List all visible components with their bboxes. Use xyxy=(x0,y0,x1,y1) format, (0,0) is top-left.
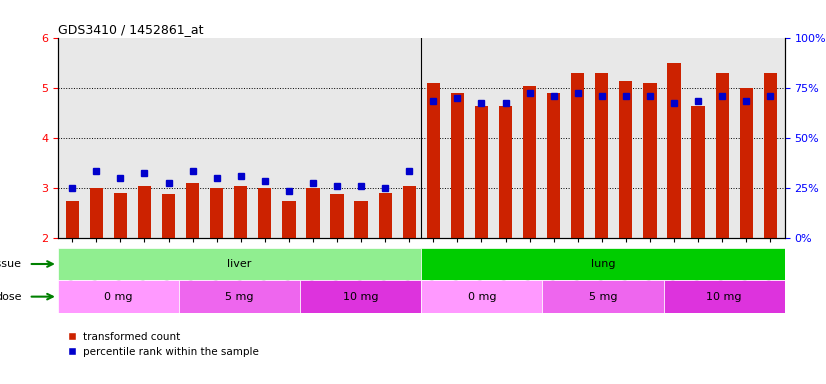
Bar xyxy=(427,83,440,238)
Bar xyxy=(210,188,223,238)
Bar xyxy=(114,193,127,238)
Text: 0 mg: 0 mg xyxy=(104,291,133,302)
FancyBboxPatch shape xyxy=(543,280,663,313)
Text: liver: liver xyxy=(227,259,252,269)
Bar xyxy=(547,93,560,238)
Bar xyxy=(186,183,199,238)
Bar xyxy=(475,106,488,238)
FancyBboxPatch shape xyxy=(421,248,785,280)
Bar xyxy=(643,83,657,238)
FancyBboxPatch shape xyxy=(179,280,300,313)
Text: 5 mg: 5 mg xyxy=(589,291,617,302)
Bar xyxy=(620,81,633,238)
Bar xyxy=(402,186,415,238)
Bar xyxy=(306,188,320,238)
Text: 5 mg: 5 mg xyxy=(225,291,254,302)
Text: 0 mg: 0 mg xyxy=(468,291,496,302)
Text: dose: dose xyxy=(0,291,21,302)
FancyBboxPatch shape xyxy=(663,280,785,313)
Bar xyxy=(65,200,78,238)
Text: 10 mg: 10 mg xyxy=(343,291,378,302)
Legend: transformed count, percentile rank within the sample: transformed count, percentile rank withi… xyxy=(63,328,263,361)
Text: 10 mg: 10 mg xyxy=(706,291,742,302)
Bar xyxy=(523,86,536,238)
FancyBboxPatch shape xyxy=(58,248,421,280)
FancyBboxPatch shape xyxy=(300,280,421,313)
Text: lung: lung xyxy=(591,259,615,269)
Bar xyxy=(596,73,609,238)
Bar xyxy=(330,194,344,238)
Bar xyxy=(234,186,247,238)
Bar xyxy=(162,194,175,238)
Bar xyxy=(451,93,464,238)
Text: GDS3410 / 1452861_at: GDS3410 / 1452861_at xyxy=(58,23,203,36)
Bar xyxy=(282,200,296,238)
Bar xyxy=(378,193,392,238)
Bar xyxy=(138,186,151,238)
FancyBboxPatch shape xyxy=(58,280,179,313)
Bar xyxy=(571,73,584,238)
Bar xyxy=(715,73,729,238)
Bar xyxy=(667,63,681,238)
Bar xyxy=(354,200,368,238)
FancyBboxPatch shape xyxy=(421,280,543,313)
Bar xyxy=(499,106,512,238)
Bar xyxy=(259,188,272,238)
Bar xyxy=(691,106,705,238)
Bar xyxy=(764,73,777,238)
Text: tissue: tissue xyxy=(0,259,21,269)
Bar xyxy=(90,188,103,238)
Bar xyxy=(739,88,752,238)
